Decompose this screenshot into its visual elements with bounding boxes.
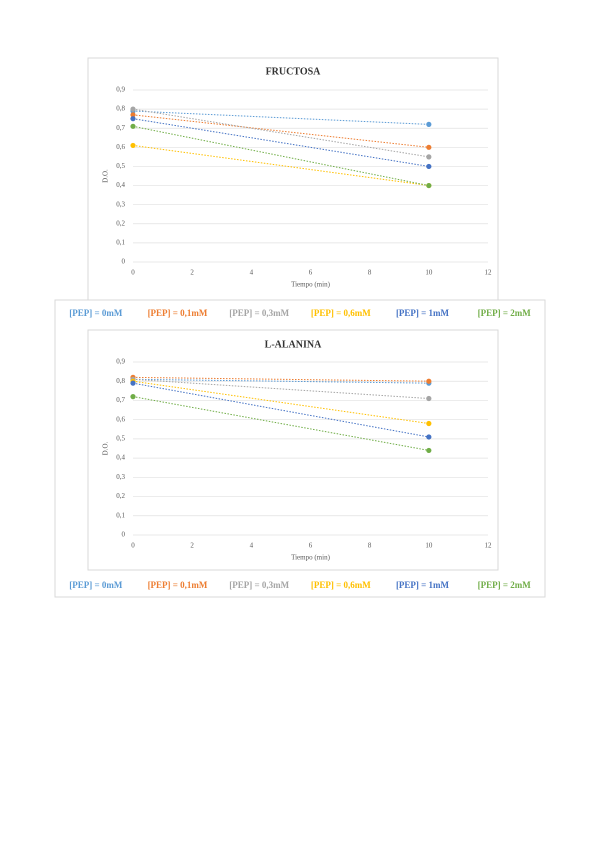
legend-label: [PEP] = 0,6mM bbox=[311, 580, 371, 590]
legend-label: [PEP] = 0,6mM bbox=[311, 308, 371, 318]
data-point bbox=[130, 116, 136, 122]
chart-title: FRUCTOSA bbox=[266, 66, 322, 77]
y-axis-label: D.O. bbox=[102, 441, 110, 455]
x-tick-label: 4 bbox=[250, 269, 254, 277]
x-tick-label: 4 bbox=[250, 542, 254, 550]
legend-label: [PEP] = 2mM bbox=[478, 580, 532, 590]
x-tick-label: 12 bbox=[485, 269, 493, 277]
chart-title: L-ALANINA bbox=[265, 339, 322, 350]
y-tick-label: 0,4 bbox=[116, 454, 125, 462]
x-tick-label: 8 bbox=[368, 542, 372, 550]
legend-label: [PEP] = 1mM bbox=[396, 308, 450, 318]
y-tick-label: 0 bbox=[122, 531, 126, 539]
data-point bbox=[130, 106, 136, 112]
data-point bbox=[426, 420, 432, 427]
y-tick-label: 0,8 bbox=[116, 377, 125, 385]
trend-line bbox=[132, 378, 429, 384]
data-point bbox=[426, 154, 432, 160]
x-tick-label: 2 bbox=[190, 542, 194, 550]
trend-line bbox=[132, 118, 429, 167]
trend-line bbox=[132, 396, 429, 451]
data-point bbox=[426, 447, 432, 454]
x-axis-label: Tiempo (min) bbox=[291, 554, 330, 562]
data-point bbox=[426, 144, 432, 150]
trend-line bbox=[132, 376, 429, 382]
y-tick-label: 0,5 bbox=[116, 434, 125, 442]
data-point bbox=[426, 182, 432, 189]
y-tick-label: 0,8 bbox=[116, 105, 125, 113]
y-tick-label: 0 bbox=[122, 258, 126, 266]
data-point bbox=[426, 121, 432, 127]
y-tick-label: 0,6 bbox=[116, 143, 125, 151]
trend-line bbox=[132, 110, 429, 125]
data-point bbox=[130, 112, 136, 118]
chart-frame bbox=[87, 329, 499, 571]
legend-label: [PEP] = 0,1mM bbox=[148, 308, 208, 318]
data-point bbox=[130, 394, 136, 400]
y-tick-label: 0,6 bbox=[116, 415, 125, 423]
trend-line bbox=[132, 125, 429, 187]
y-tick-label: 0,2 bbox=[116, 492, 125, 500]
x-tick-label: 6 bbox=[309, 269, 313, 277]
y-tick-label: 0,2 bbox=[116, 219, 125, 227]
legend-label: [PEP] = 0,3mM bbox=[229, 308, 289, 318]
y-tick-label: 0,7 bbox=[116, 396, 125, 404]
y-tick-label: 0,5 bbox=[116, 162, 125, 170]
data-point bbox=[426, 395, 432, 402]
trend-line bbox=[132, 378, 429, 400]
trend-line bbox=[132, 108, 429, 158]
legend-label: [PEP] = 0mM bbox=[69, 308, 123, 318]
y-tick-label: 0,3 bbox=[116, 473, 125, 481]
data-point bbox=[426, 434, 432, 440]
x-tick-label: 10 bbox=[425, 542, 433, 550]
trend-line bbox=[132, 380, 429, 425]
legend-label: [PEP] = 2mM bbox=[478, 308, 532, 318]
y-tick-label: 0,7 bbox=[116, 124, 125, 132]
data-point bbox=[426, 378, 432, 384]
y-tick-label: 0,9 bbox=[116, 86, 125, 94]
x-tick-label: 6 bbox=[309, 542, 313, 550]
legend-label: [PEP] = 0,1mM bbox=[148, 580, 208, 590]
y-tick-label: 0,3 bbox=[116, 200, 125, 208]
x-tick-label: 0 bbox=[131, 542, 135, 550]
legend-label: [PEP] = 0mM bbox=[69, 580, 123, 590]
x-tick-label: 10 bbox=[425, 269, 433, 277]
legend-label: [PEP] = 1mM bbox=[396, 580, 450, 590]
y-tick-label: 0,9 bbox=[116, 358, 125, 366]
data-point bbox=[130, 142, 136, 149]
data-point bbox=[130, 380, 136, 386]
x-tick-label: 12 bbox=[485, 542, 493, 550]
chart-frame bbox=[87, 57, 499, 301]
y-tick-label: 0,1 bbox=[116, 238, 125, 246]
y-axis-label: D.O. bbox=[102, 169, 110, 183]
x-tick-label: 0 bbox=[131, 269, 135, 277]
data-point bbox=[130, 123, 136, 129]
x-tick-label: 8 bbox=[368, 269, 372, 277]
y-tick-label: 0,4 bbox=[116, 181, 125, 189]
y-tick-label: 0,1 bbox=[116, 511, 125, 519]
legend-label: [PEP] = 0,3mM bbox=[229, 580, 289, 590]
x-tick-label: 2 bbox=[190, 269, 194, 277]
trend-line bbox=[132, 382, 429, 438]
x-axis-label: Tiempo (min) bbox=[291, 281, 330, 289]
data-point bbox=[426, 163, 432, 170]
